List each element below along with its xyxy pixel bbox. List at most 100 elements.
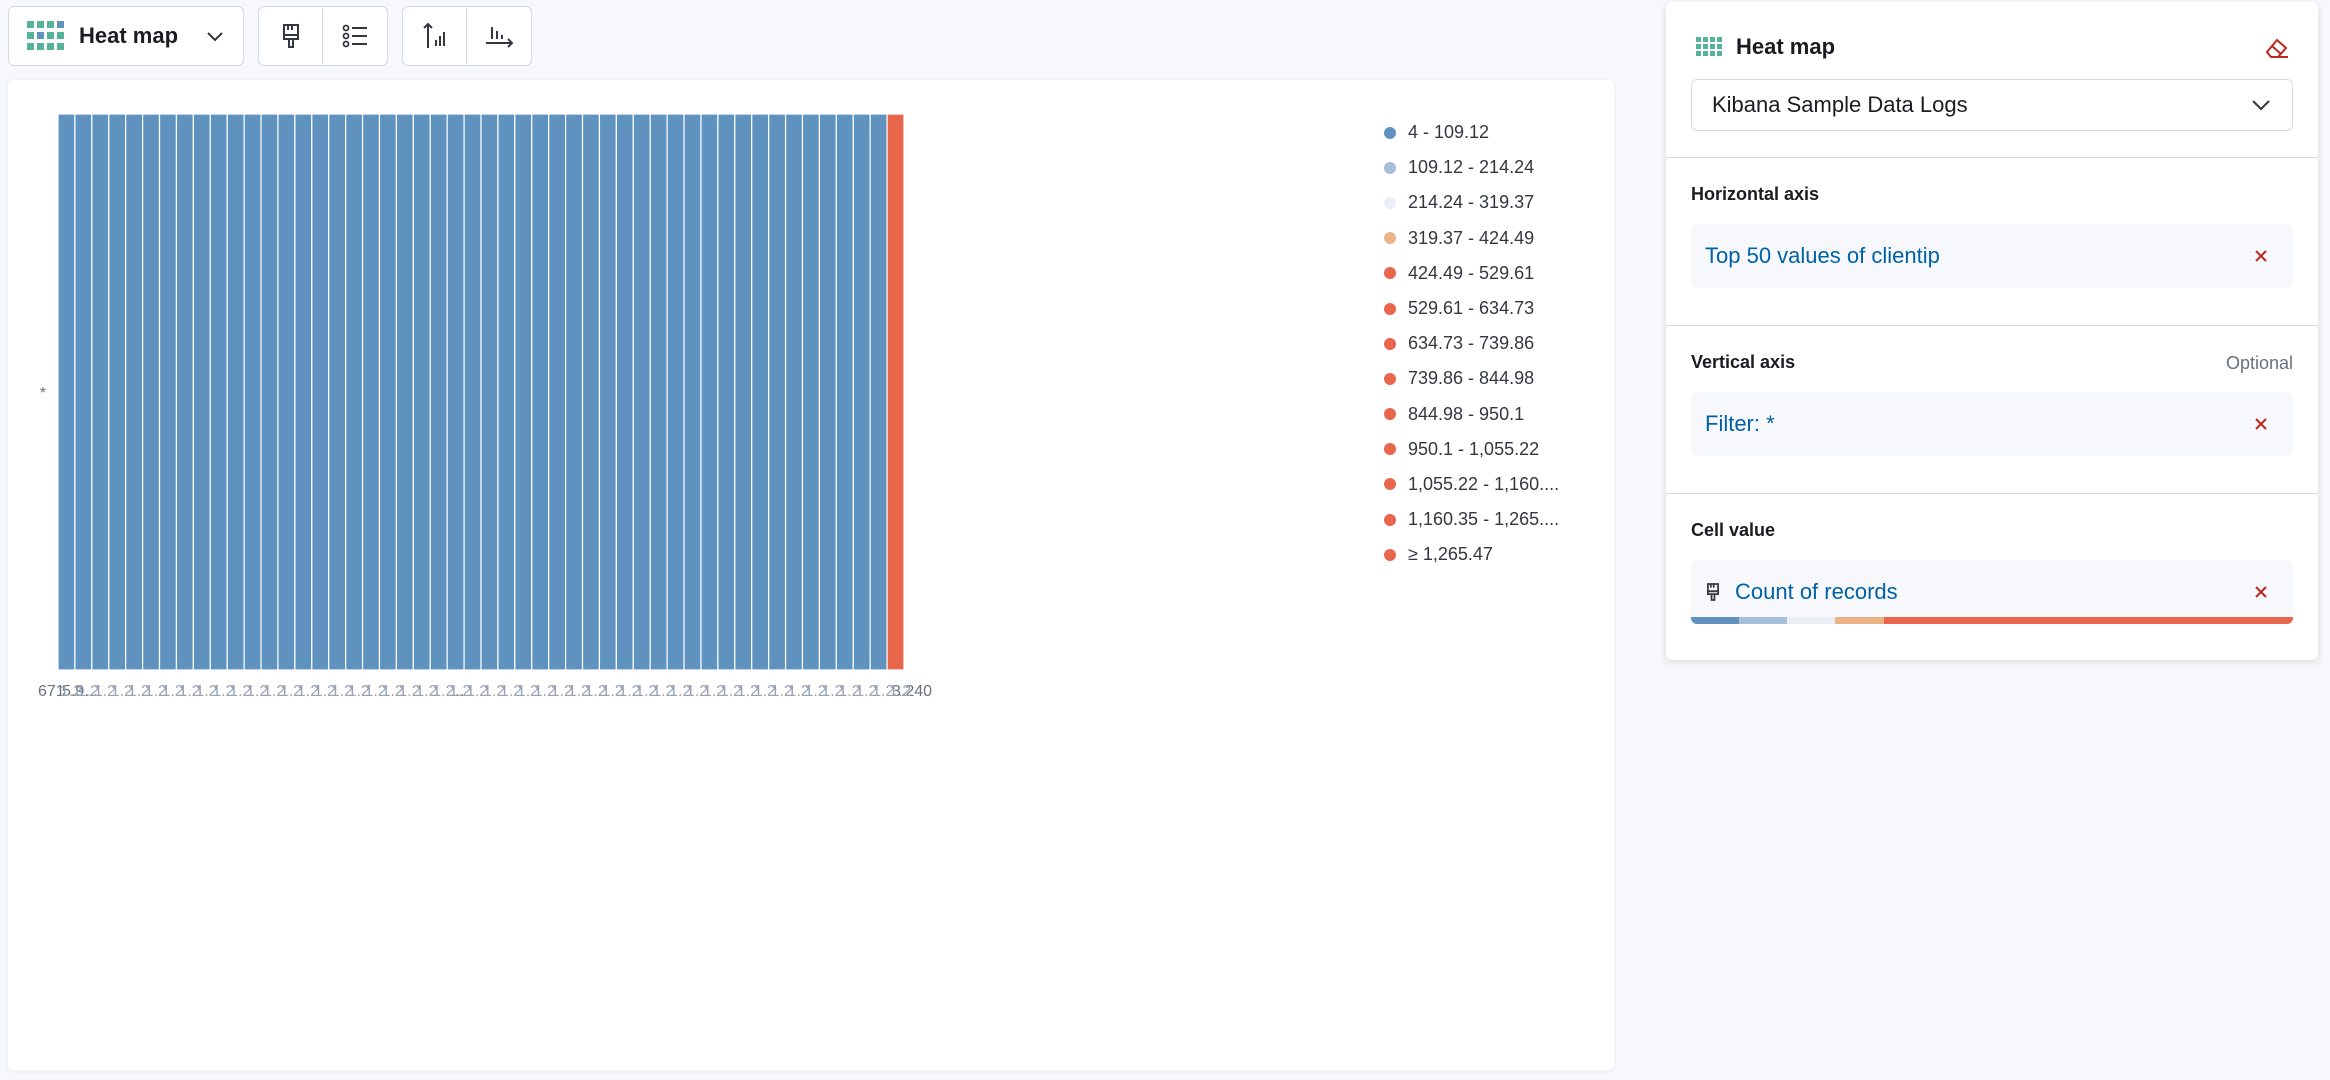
x-axis-tick-label: 1.2 bbox=[246, 683, 268, 700]
cell-appearance-button[interactable] bbox=[259, 7, 323, 65]
heatmap-cell[interactable] bbox=[395, 113, 414, 671]
heatmap-cell[interactable] bbox=[277, 113, 296, 671]
heatmap-cell[interactable] bbox=[666, 113, 685, 671]
legend-color-swatch bbox=[1384, 267, 1396, 280]
legend-item[interactable]: 844.98 - 950.1 bbox=[1384, 397, 1559, 432]
heatmap-cell[interactable] bbox=[818, 113, 837, 671]
palette-swatch bbox=[1739, 617, 1788, 624]
vertical-axis-dimension-button[interactable]: Filter: * bbox=[1691, 392, 2293, 456]
close-icon bbox=[2255, 418, 2267, 430]
legend-label: 844.98 - 950.1 bbox=[1408, 403, 1525, 424]
heatmap-cell[interactable] bbox=[175, 113, 194, 671]
x-axis-tick-label: 1.2 bbox=[889, 683, 911, 700]
heatmap-cell[interactable] bbox=[835, 113, 854, 671]
remove-horizontal-axis-button[interactable] bbox=[2243, 238, 2279, 274]
heatmap-cell[interactable] bbox=[57, 113, 76, 671]
heatmap-cell[interactable] bbox=[345, 113, 364, 671]
clear-layer-button[interactable] bbox=[2264, 36, 2290, 65]
heatmap-cell[interactable] bbox=[717, 113, 736, 671]
heatmap-cell[interactable] bbox=[632, 113, 651, 671]
legend-item[interactable]: 1,160.35 - 1,265.... bbox=[1384, 502, 1559, 537]
horizontal-axis-settings-button[interactable] bbox=[467, 7, 531, 65]
chevron-down-icon bbox=[2252, 100, 2270, 111]
heatmap-cell[interactable] bbox=[514, 113, 533, 671]
heatmap-cell[interactable] bbox=[649, 113, 668, 671]
cell-value-dimension-button[interactable]: Count of records bbox=[1691, 560, 2293, 624]
heatmap-cell[interactable] bbox=[378, 113, 398, 671]
legend-item[interactable]: 1,055.22 - 1,160.... bbox=[1384, 467, 1559, 502]
heatmap-cell[interactable] bbox=[852, 113, 871, 671]
heatmap-cell[interactable] bbox=[598, 113, 617, 671]
heatmap-cell[interactable] bbox=[869, 113, 888, 671]
paintbrush-icon bbox=[282, 24, 299, 48]
heatmap-cell[interactable] bbox=[734, 113, 753, 671]
legend-item[interactable]: 214.24 - 319.37 bbox=[1384, 185, 1559, 220]
legend-item[interactable]: 319.37 - 424.49 bbox=[1384, 221, 1559, 256]
x-axis-tick-label: 1.2 bbox=[754, 683, 776, 700]
heatmap-cell[interactable] bbox=[768, 113, 787, 671]
legend-settings-button[interactable] bbox=[323, 7, 387, 65]
heatmap-cell[interactable] bbox=[463, 113, 482, 671]
heatmap-cell[interactable] bbox=[531, 113, 550, 671]
visualization-type-switcher[interactable]: Heat map bbox=[8, 6, 244, 66]
heatmap-cell[interactable] bbox=[311, 113, 330, 671]
heatmap-cell[interactable] bbox=[801, 113, 820, 671]
layer-title[interactable]: Heat map bbox=[1696, 34, 1835, 60]
remove-cell-value-button[interactable] bbox=[2243, 574, 2279, 610]
heatmap-legend: 4 - 109.12 109.12 - 214.24 214.24 - 319.37… bbox=[1384, 115, 1559, 572]
legend-item[interactable]: 634.73 - 739.86 bbox=[1384, 326, 1559, 361]
heatmap-cell[interactable] bbox=[91, 113, 110, 671]
heatmap-cell[interactable] bbox=[429, 113, 448, 671]
legend-item[interactable]: 109.12 - 214.24 bbox=[1384, 150, 1559, 185]
legend-item[interactable]: 424.49 - 529.61 bbox=[1384, 256, 1559, 291]
remove-vertical-axis-button[interactable] bbox=[2243, 406, 2279, 442]
heatmap-cell[interactable] bbox=[260, 113, 279, 671]
legend-label: 214.24 - 319.37 bbox=[1408, 192, 1535, 213]
layer-config-panel: Heat map Kibana Sample Data Logs Horizon… bbox=[1666, 2, 2318, 660]
heatmap-cell[interactable] bbox=[142, 113, 161, 671]
legend-color-swatch bbox=[1384, 513, 1396, 526]
heatmap-cell[interactable] bbox=[294, 113, 313, 671]
heatmap-cell[interactable] bbox=[564, 113, 584, 671]
heatmap-cell[interactable] bbox=[581, 113, 601, 671]
heatmap-cell[interactable] bbox=[158, 113, 178, 671]
heatmap-cell[interactable] bbox=[125, 113, 144, 671]
legend-label: 1,160.35 - 1,265.... bbox=[1408, 509, 1560, 530]
palette-swatch bbox=[1835, 617, 1884, 624]
heatmap-cell[interactable] bbox=[480, 113, 499, 671]
heatmap-cell[interactable] bbox=[751, 113, 770, 671]
heatmap-cell[interactable] bbox=[683, 113, 702, 671]
heatmap-cell[interactable] bbox=[886, 113, 905, 671]
legend-color-swatch bbox=[1384, 161, 1396, 174]
legend-item[interactable]: 529.61 - 634.73 bbox=[1384, 291, 1559, 326]
heatmap-cell[interactable] bbox=[209, 113, 228, 671]
heatmap-cell[interactable] bbox=[615, 113, 634, 671]
heatmap-cell[interactable] bbox=[192, 113, 211, 671]
heatmap-cell[interactable] bbox=[361, 113, 381, 671]
horizontal-axis-dimension-button[interactable]: Top 50 values of clientip bbox=[1691, 224, 2293, 288]
heatmap-cell[interactable] bbox=[548, 113, 567, 671]
heatmap-cell[interactable] bbox=[328, 113, 347, 671]
heatmap-cell[interactable] bbox=[226, 113, 245, 671]
paintbrush-icon bbox=[1707, 583, 1719, 601]
legend-item[interactable]: ≥ 1,265.47 bbox=[1384, 537, 1559, 572]
legend-item[interactable]: 950.1 - 1,055.22 bbox=[1384, 432, 1559, 467]
heatmap-cell[interactable] bbox=[412, 113, 431, 671]
heatmap-cell[interactable] bbox=[784, 113, 804, 671]
heatmap-cell[interactable] bbox=[243, 113, 262, 671]
legend-item[interactable]: 739.86 - 844.98 bbox=[1384, 361, 1559, 396]
datasource-select[interactable]: Kibana Sample Data Logs bbox=[1691, 79, 2293, 131]
heatmap-cell[interactable] bbox=[446, 113, 465, 671]
heatmap-cell[interactable] bbox=[497, 113, 516, 671]
heatmap-cell[interactable] bbox=[74, 113, 93, 671]
x-axis-tick-label: 1.2 bbox=[838, 683, 860, 700]
cell-value-dimension-label: Count of records bbox=[1735, 579, 1898, 604]
x-axis-tick-label: 1.2 bbox=[331, 683, 353, 700]
x-axis-tick-label: 1.2 bbox=[804, 683, 826, 700]
vertical-axis-settings-button[interactable] bbox=[403, 7, 467, 65]
heatmap-cell[interactable] bbox=[700, 113, 719, 671]
heatmap-cell[interactable] bbox=[108, 113, 127, 671]
x-axis-tick-label: 1.2 bbox=[297, 683, 319, 700]
vertical-axis-label: Vertical axis bbox=[1691, 352, 1796, 372]
legend-item[interactable]: 4 - 109.12 bbox=[1384, 115, 1559, 150]
